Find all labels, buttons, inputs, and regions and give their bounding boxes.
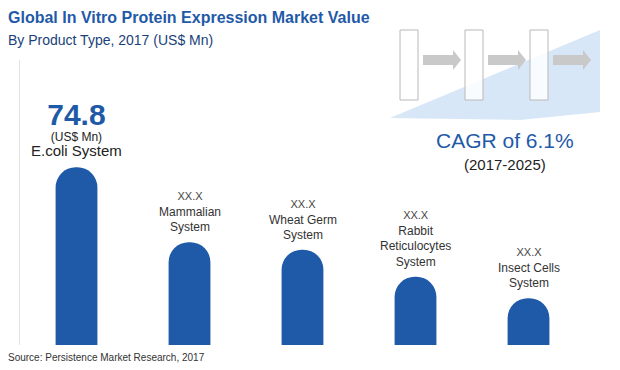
svg-text:XX.XInsect CellsSystem: XX.XInsect CellsSystem: [498, 246, 560, 290]
svg-text:XX.XRabbitReticulocytesSystem: XX.XRabbitReticulocytesSystem: [380, 209, 451, 269]
svg-text:XX.XWheat GermSystem: XX.XWheat GermSystem: [269, 198, 337, 242]
svg-text:(2017-2025): (2017-2025): [464, 156, 546, 173]
svg-text:CAGR of 6.1%: CAGR of 6.1%: [436, 129, 574, 152]
svg-text:74.8(US$ Mn)E.coli System: 74.8(US$ Mn)E.coli System: [31, 98, 122, 159]
svg-text:By Product Type, 2017 (US$ Mn): By Product Type, 2017 (US$ Mn): [8, 32, 213, 48]
svg-text:Source: Persistence Market Res: Source: Persistence Market Research, 201…: [8, 352, 205, 363]
svg-text:XX.XMammalianSystem: XX.XMammalianSystem: [159, 190, 221, 234]
svg-text:Global In Vitro Protein Expres: Global In Vitro Protein Expression Marke…: [8, 9, 370, 26]
